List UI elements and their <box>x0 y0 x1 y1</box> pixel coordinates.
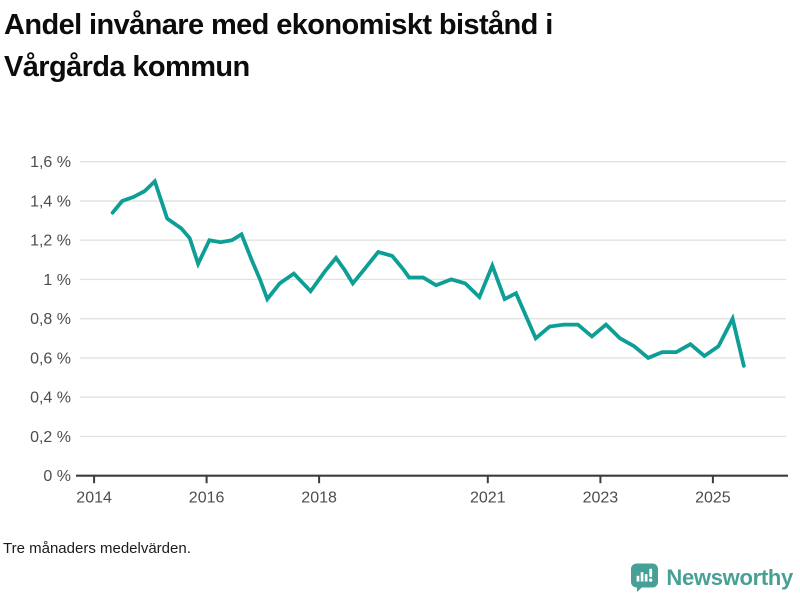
chart-title: Andel invånare med ekonomiskt bistånd i … <box>4 4 784 88</box>
chart-title-line-1: Andel invånare med ekonomiskt bistånd i <box>4 9 553 41</box>
chart-title-line-2: Vårgårda kommun <box>4 51 250 83</box>
x-tick-label: 2016 <box>189 490 225 507</box>
y-tick-label: 1,4 % <box>30 194 71 211</box>
y-tick-label: 1,2 % <box>30 233 71 250</box>
newsworthy-logo: Newsworthy <box>630 562 793 593</box>
data-line <box>110 177 746 368</box>
chart-footnote: Tre månaders medelvärden. <box>3 540 191 557</box>
bar-chart-speech-bubble-icon <box>631 563 659 592</box>
x-tick-label: 2021 <box>470 490 506 507</box>
y-tick-label: 0,8 % <box>30 311 71 328</box>
y-tick-label: 0,6 % <box>30 350 71 367</box>
x-tick-label: 2018 <box>301 490 337 507</box>
y-tick-label: 1,6 % <box>30 154 71 171</box>
y-tick-label: 1 % <box>43 272 71 289</box>
x-tick-label: 2014 <box>76 490 112 507</box>
x-tick-label: 2023 <box>583 490 619 507</box>
y-tick-label: 0 % <box>43 468 71 485</box>
newsworthy-wordmark: Newsworthy <box>666 564 793 590</box>
chart-header: Andel invånare med ekonomiskt bistånd i … <box>4 4 784 88</box>
x-tick-label: 2025 <box>695 490 731 507</box>
y-tick-label: 0,2 % <box>30 429 71 446</box>
y-tick-label: 0,4 % <box>30 390 71 407</box>
